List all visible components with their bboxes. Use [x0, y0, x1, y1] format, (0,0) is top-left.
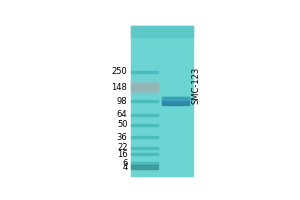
Text: 4: 4 — [122, 163, 128, 172]
Bar — [130, 71, 158, 73]
Bar — [130, 84, 158, 90]
Bar — [130, 147, 158, 149]
Bar — [130, 124, 158, 126]
Bar — [130, 100, 158, 102]
Bar — [130, 136, 158, 138]
Bar — [130, 162, 158, 165]
Bar — [130, 82, 158, 93]
Bar — [130, 114, 158, 116]
Text: 6: 6 — [122, 159, 128, 168]
Bar — [130, 153, 158, 155]
Text: 16: 16 — [117, 150, 128, 159]
Bar — [130, 26, 193, 176]
Bar — [130, 165, 158, 169]
Text: 250: 250 — [112, 67, 127, 76]
Text: 148: 148 — [112, 83, 127, 92]
Bar — [130, 26, 193, 37]
Bar — [161, 97, 189, 100]
Text: 50: 50 — [117, 120, 128, 129]
Text: 36: 36 — [117, 133, 128, 142]
Bar — [161, 97, 189, 105]
Text: 22: 22 — [117, 143, 128, 152]
Text: SMC-123: SMC-123 — [192, 67, 201, 104]
Text: 64: 64 — [117, 110, 128, 119]
Text: 98: 98 — [117, 97, 128, 106]
